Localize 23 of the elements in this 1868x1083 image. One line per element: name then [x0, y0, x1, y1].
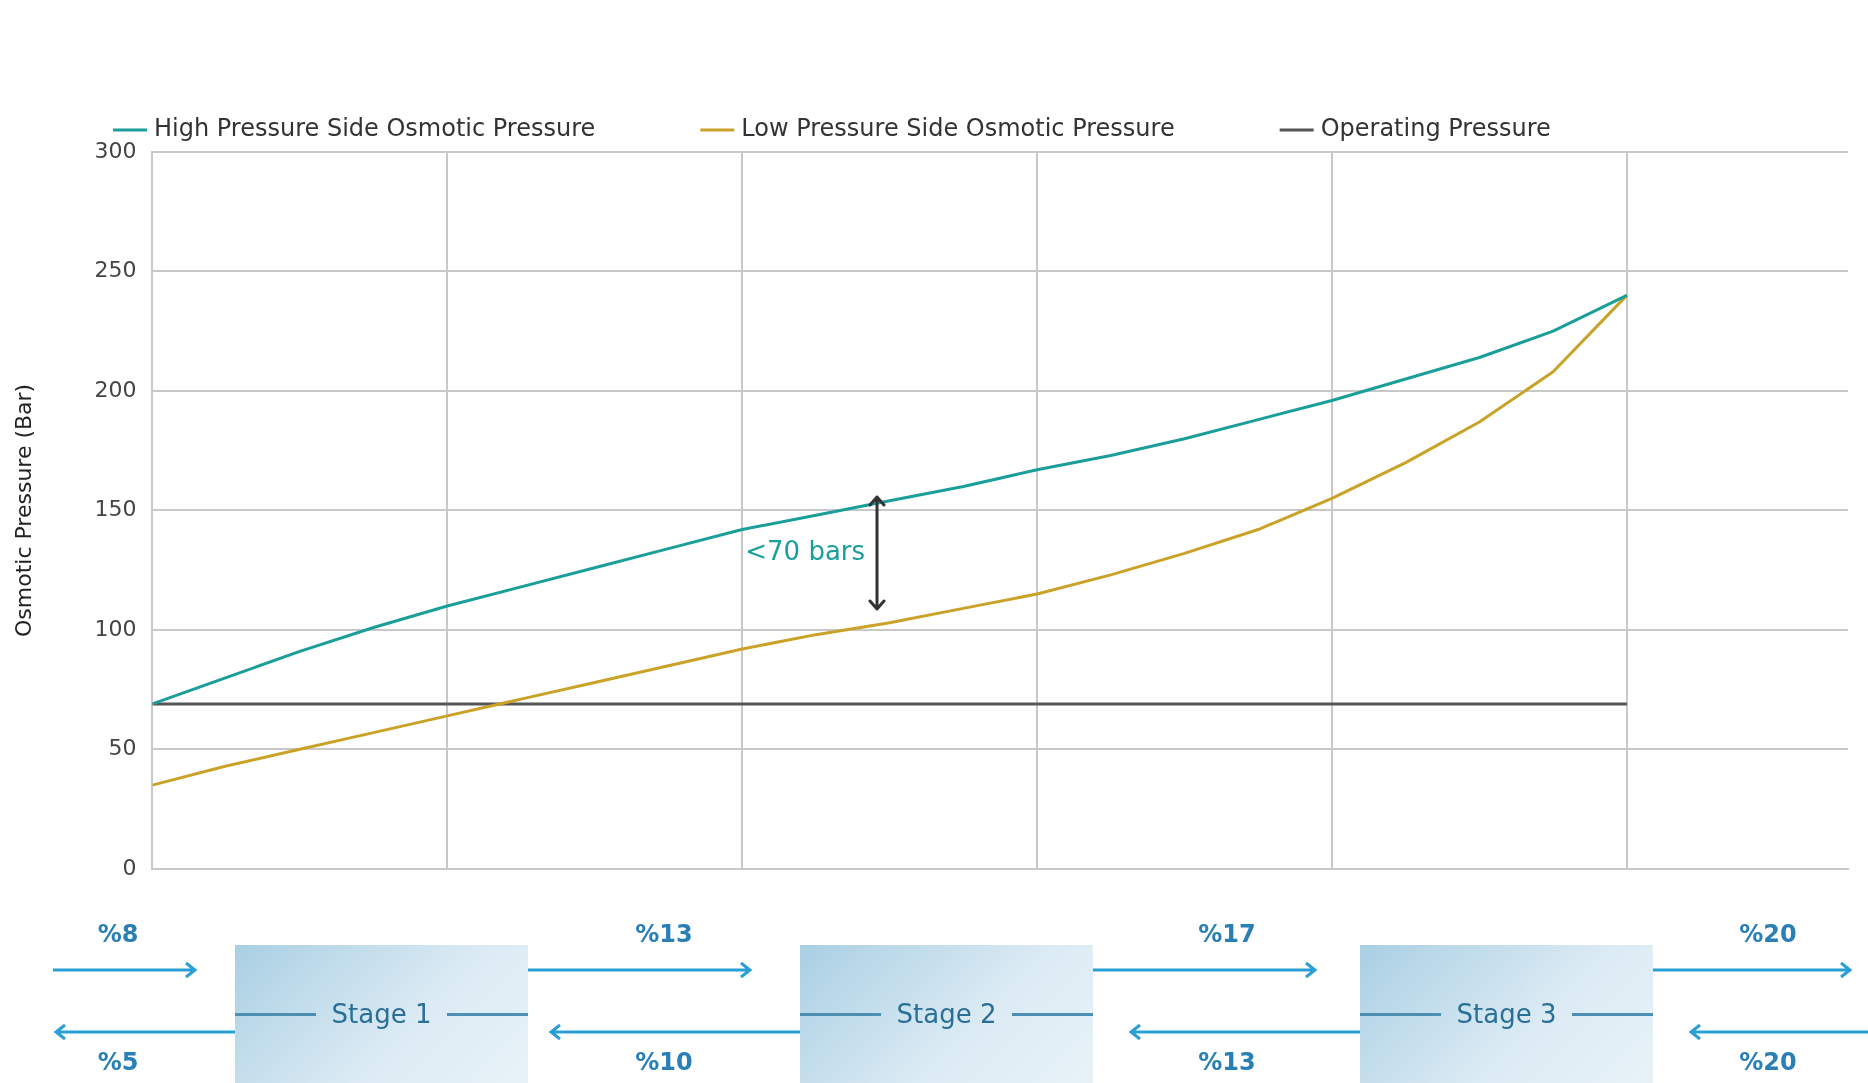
text: %17 — [1198, 920, 1256, 948]
legend-label: Operating Pressure — [1320, 114, 1551, 143]
stage-box: Stage 3 — [1360, 945, 1653, 1083]
y-tick-label: 150 — [94, 496, 137, 522]
legend-label: High Pressure Side Osmotic Pressure — [154, 114, 596, 143]
y-tick-label: 250 — [94, 257, 137, 283]
y-tick-label: 50 — [108, 735, 137, 761]
text: %8 — [97, 920, 139, 948]
text: %13 — [635, 920, 693, 948]
y-tick-label: 200 — [94, 376, 137, 402]
y-tick-label: 100 — [94, 615, 137, 641]
stage-box: Stage 2 — [800, 945, 1093, 1083]
y-tick-label: 300 — [94, 137, 137, 163]
text: %10 — [635, 1048, 693, 1076]
text: %20 — [1739, 1048, 1797, 1076]
text: %5 — [97, 1048, 139, 1076]
annotation: <70 bars — [745, 536, 866, 567]
legend-label: Low Pressure Side Osmotic Pressure — [741, 114, 1175, 143]
stage-box: Stage 1 — [235, 945, 528, 1083]
y-tick-label: 0 — [122, 854, 137, 880]
y-axis-title: Osmotic Pressure (Bar) — [10, 383, 36, 638]
text: %13 — [1198, 1048, 1256, 1076]
text: %20 — [1739, 920, 1797, 948]
